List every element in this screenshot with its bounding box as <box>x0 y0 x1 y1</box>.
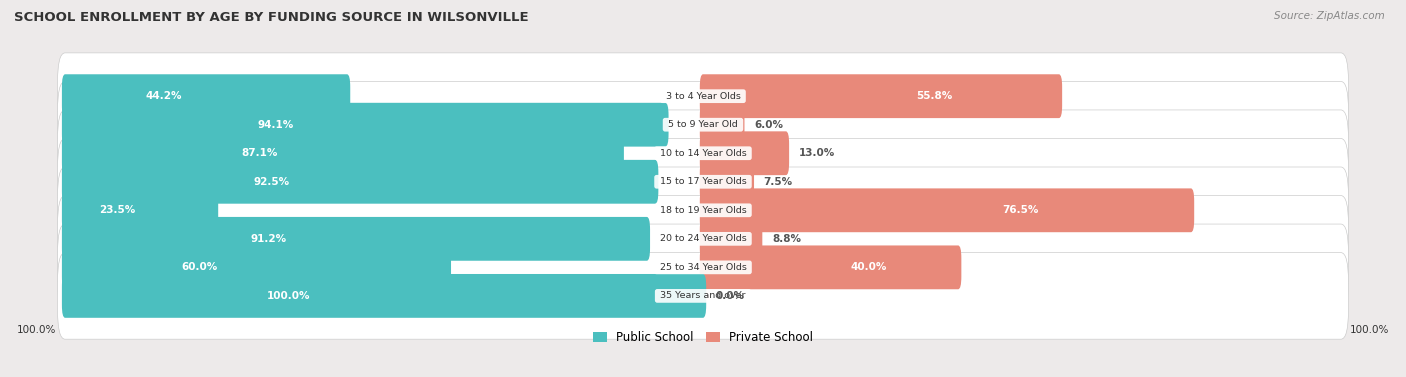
FancyBboxPatch shape <box>700 217 762 261</box>
FancyBboxPatch shape <box>62 188 218 232</box>
Text: 3 to 4 Year Olds: 3 to 4 Year Olds <box>662 92 744 101</box>
Text: 25 to 34 Year Olds: 25 to 34 Year Olds <box>657 263 749 272</box>
FancyBboxPatch shape <box>58 196 1348 282</box>
Text: 5 to 9 Year Old: 5 to 9 Year Old <box>665 120 741 129</box>
FancyBboxPatch shape <box>62 131 624 175</box>
Text: 0.0%: 0.0% <box>716 291 745 301</box>
Text: 91.2%: 91.2% <box>250 234 287 244</box>
FancyBboxPatch shape <box>62 217 650 261</box>
Text: 13.0%: 13.0% <box>799 148 835 158</box>
Text: 8.8%: 8.8% <box>772 234 801 244</box>
Text: 100.0%: 100.0% <box>1350 325 1389 335</box>
Text: 20 to 24 Year Olds: 20 to 24 Year Olds <box>657 234 749 243</box>
Text: 60.0%: 60.0% <box>181 262 217 272</box>
Text: Source: ZipAtlas.com: Source: ZipAtlas.com <box>1274 11 1385 21</box>
Text: 100.0%: 100.0% <box>267 291 311 301</box>
Text: 94.1%: 94.1% <box>257 120 294 130</box>
Text: 6.0%: 6.0% <box>754 120 783 130</box>
FancyBboxPatch shape <box>58 110 1348 196</box>
FancyBboxPatch shape <box>58 167 1348 254</box>
FancyBboxPatch shape <box>700 103 744 147</box>
FancyBboxPatch shape <box>700 188 1194 232</box>
FancyBboxPatch shape <box>62 274 706 318</box>
FancyBboxPatch shape <box>700 74 1062 118</box>
FancyBboxPatch shape <box>58 81 1348 168</box>
Text: 76.5%: 76.5% <box>1002 205 1039 215</box>
FancyBboxPatch shape <box>62 103 669 147</box>
Text: 87.1%: 87.1% <box>242 148 278 158</box>
FancyBboxPatch shape <box>700 245 962 289</box>
Text: 100.0%: 100.0% <box>17 325 56 335</box>
FancyBboxPatch shape <box>700 131 789 175</box>
Text: 7.5%: 7.5% <box>763 177 793 187</box>
FancyBboxPatch shape <box>58 138 1348 225</box>
Text: 18 to 19 Year Olds: 18 to 19 Year Olds <box>657 206 749 215</box>
Text: 23.5%: 23.5% <box>100 205 136 215</box>
FancyBboxPatch shape <box>700 160 754 204</box>
FancyBboxPatch shape <box>62 74 350 118</box>
Text: SCHOOL ENROLLMENT BY AGE BY FUNDING SOURCE IN WILSONVILLE: SCHOOL ENROLLMENT BY AGE BY FUNDING SOUR… <box>14 11 529 24</box>
Text: 15 to 17 Year Olds: 15 to 17 Year Olds <box>657 177 749 186</box>
Legend: Public School, Private School: Public School, Private School <box>593 331 813 344</box>
FancyBboxPatch shape <box>62 245 451 289</box>
FancyBboxPatch shape <box>58 53 1348 139</box>
Text: 92.5%: 92.5% <box>253 177 290 187</box>
FancyBboxPatch shape <box>62 160 658 204</box>
Text: 40.0%: 40.0% <box>851 262 887 272</box>
Text: 44.2%: 44.2% <box>146 91 181 101</box>
Text: 55.8%: 55.8% <box>917 91 952 101</box>
FancyBboxPatch shape <box>58 224 1348 311</box>
Text: 35 Years and over: 35 Years and over <box>657 291 749 300</box>
Text: 10 to 14 Year Olds: 10 to 14 Year Olds <box>657 149 749 158</box>
FancyBboxPatch shape <box>58 253 1348 339</box>
